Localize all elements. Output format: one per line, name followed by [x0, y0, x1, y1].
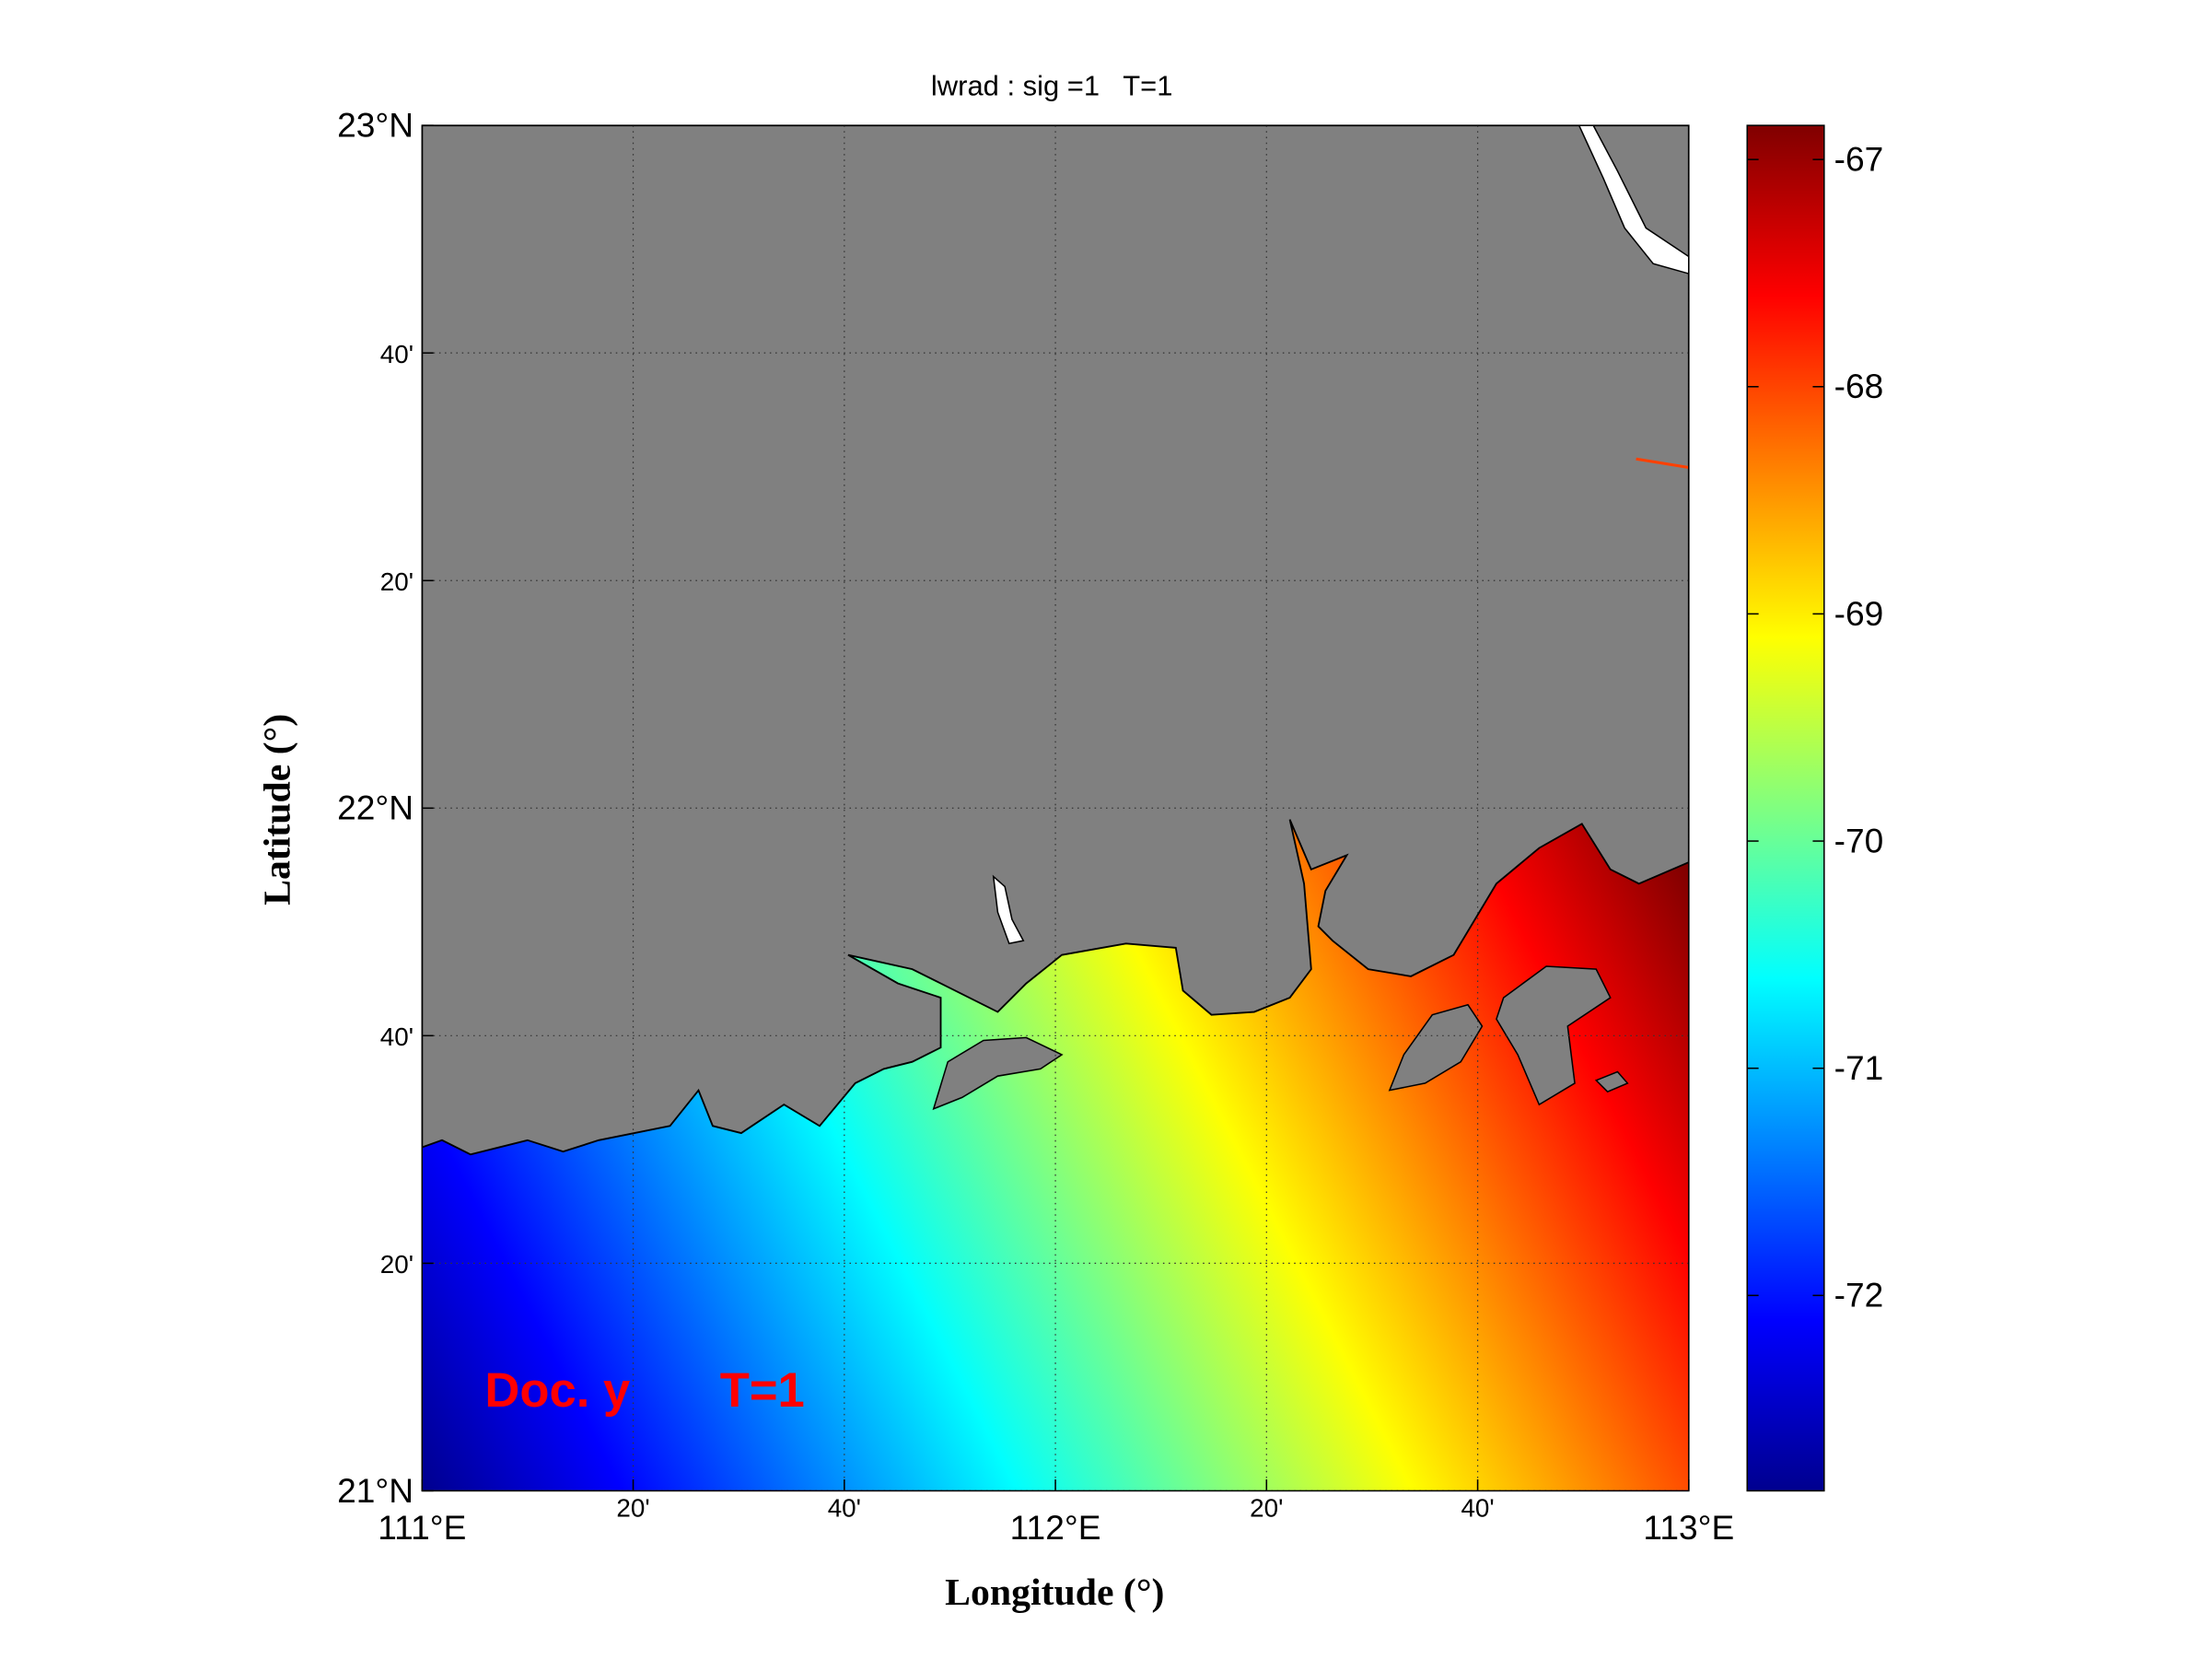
y-tick-label: 22°N	[337, 789, 413, 827]
grid	[422, 125, 1689, 1491]
colorbar	[1746, 124, 1825, 1492]
x-axis-label: Longitude (°)	[945, 1571, 1164, 1614]
colorbar-tick-label: -70	[1834, 821, 1884, 859]
x-tick-label: 40'	[1461, 1493, 1494, 1522]
island	[1496, 965, 1612, 1106]
colorbar-tick-label: -68	[1834, 367, 1884, 405]
colorbar-tick-label: -69	[1834, 594, 1884, 633]
y-axis-label: Latitude (°)	[256, 714, 298, 905]
lake	[992, 874, 1025, 945]
map-area	[422, 125, 1689, 1491]
y-tick-label: 40'	[380, 340, 413, 368]
y-tick-label: 20'	[380, 567, 413, 596]
x-tick-label: 20'	[616, 1493, 649, 1522]
chart-title: lwrad : sig =1 T=1	[931, 70, 1173, 102]
x-tick-label: 113°E	[1643, 1508, 1734, 1547]
x-tick-label: 40'	[828, 1493, 861, 1522]
island	[932, 1036, 1064, 1111]
y-tick-label: 23°N	[337, 106, 413, 145]
colorbar-tick-label: -72	[1834, 1276, 1884, 1314]
annotation: T=1	[720, 1363, 805, 1418]
colorbar-tick-label: -71	[1834, 1048, 1884, 1087]
annotation: Doc. y	[484, 1363, 630, 1418]
x-tick-label: 112°E	[1010, 1508, 1101, 1547]
y-tick-label: 21°N	[337, 1471, 413, 1510]
island	[1388, 1003, 1484, 1092]
island	[1594, 1070, 1629, 1093]
y-tick-label: 20'	[380, 1250, 413, 1279]
colorbar-tick-label: -67	[1834, 140, 1884, 179]
red-line	[1636, 457, 1689, 470]
river	[1578, 125, 1689, 275]
x-tick-label: 111°E	[378, 1508, 466, 1547]
x-tick-label: 20'	[1250, 1493, 1283, 1522]
y-tick-label: 40'	[380, 1022, 413, 1051]
